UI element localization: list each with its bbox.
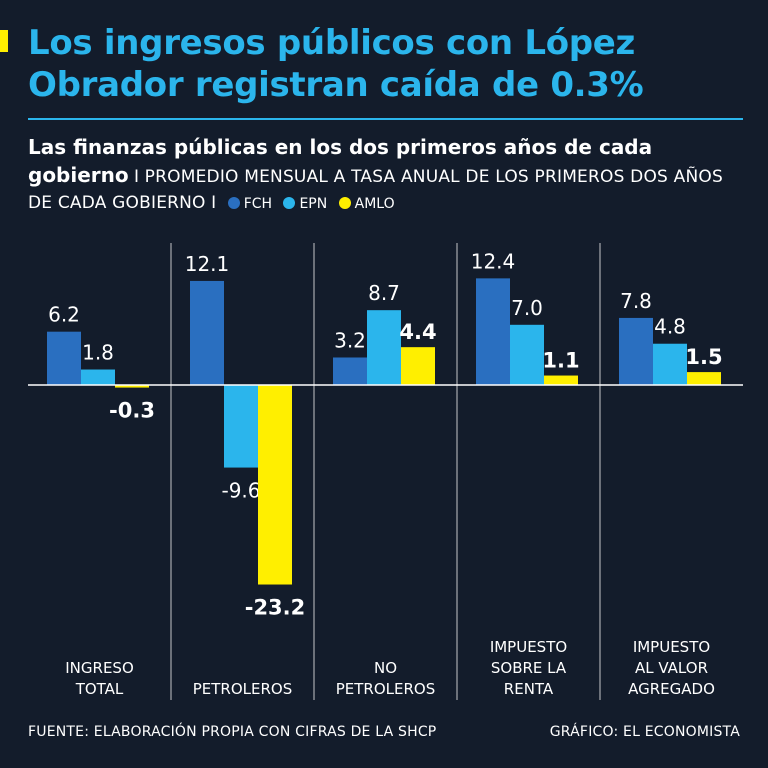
title-accent-mark [0, 30, 8, 52]
bar-fch [333, 357, 367, 385]
subtitle-separator: I [134, 167, 140, 187]
data-label-amlo: 1.5 [685, 345, 722, 369]
data-label-amlo: 1.1 [542, 349, 579, 373]
data-label-epn: 4.8 [654, 315, 686, 339]
legend-item-epn: EPN [283, 193, 327, 213]
bar-fch [47, 331, 81, 385]
bar-amlo [258, 385, 292, 585]
data-label-amlo: -23.2 [245, 596, 306, 620]
legend-label-fch: FCH [243, 196, 273, 212]
bar-epn [367, 310, 401, 385]
category-label: TOTAL [75, 680, 124, 698]
legend-swatch-epn [283, 197, 296, 209]
legend-item-fch: FCH [227, 193, 273, 213]
data-label-epn: -9.6 [221, 479, 260, 503]
bar-epn [510, 324, 544, 385]
bar-amlo [544, 375, 578, 385]
bar-epn [81, 369, 115, 385]
legend-label-amlo: AMLO [354, 196, 395, 212]
bar-fch [619, 317, 653, 385]
chart-subtitle: Las finanzas públicas en los dos primero… [28, 134, 746, 217]
page-title: Los ingresos públicos con López Obrador … [28, 23, 644, 105]
subtitle-separator: I [211, 193, 217, 213]
bar-epn [653, 343, 687, 385]
bar-amlo [687, 372, 721, 385]
legend-swatch-fch [227, 197, 240, 209]
category-label: AL VALOR [635, 659, 708, 677]
title-divider [28, 118, 743, 120]
data-label-amlo: -0.3 [109, 399, 155, 423]
data-label-epn: 7.0 [511, 296, 543, 320]
bar-fch [190, 280, 224, 385]
category-label: INGRESO [65, 659, 134, 677]
legend-swatch-amlo [338, 197, 351, 209]
category-label: RENTA [504, 680, 554, 698]
category-label: NO [374, 659, 397, 677]
data-label-fch: 12.1 [185, 252, 230, 276]
data-label-fch: 7.8 [620, 289, 652, 313]
subtitle-description: PROMEDIO MENSUAL A TASA ANUAL DE LOS PRI… [28, 167, 723, 213]
category-label: SOBRE LA [491, 659, 567, 677]
bar-epn [224, 385, 258, 468]
category-label: IMPUESTO [490, 638, 567, 656]
legend-item-amlo: AMLO [338, 193, 395, 213]
legend-label-epn: EPN [299, 196, 328, 212]
bar-amlo [115, 385, 149, 388]
category-label: PETROLEROS [193, 680, 293, 698]
data-label-epn: 1.8 [82, 341, 114, 365]
source-note: FUENTE: ELABORACIÓN PROPIA CON CIFRAS DE… [28, 724, 437, 740]
subtitle-bold: Las finanzas públicas en los dos primero… [28, 135, 653, 187]
bar-fch [476, 278, 510, 385]
data-label-fch: 6.2 [48, 303, 80, 327]
category-label: IMPUESTO [633, 638, 710, 656]
data-label-fch: 3.2 [334, 328, 366, 352]
data-label-epn: 8.7 [368, 281, 400, 305]
category-label: AGREGADO [628, 680, 715, 698]
bar-amlo [401, 347, 435, 385]
graphic-credit: GRÁFICO: EL ECONOMISTA [549, 724, 740, 740]
data-label-fch: 12.4 [471, 249, 516, 273]
data-label-amlo: 4.4 [399, 320, 436, 344]
category-label: PETROLEROS [336, 680, 436, 698]
